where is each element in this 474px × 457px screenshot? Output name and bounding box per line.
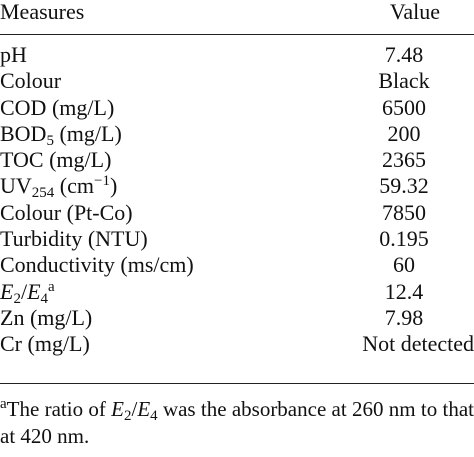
table-footnote: aThe ratio of E2/E4 was the absorbance a… bbox=[0, 396, 474, 449]
table-row: Zn (mg/L) 7.98 bbox=[0, 305, 474, 331]
row-value: 0.195 bbox=[379, 226, 429, 252]
table-row: Cr (mg/L) Not detected bbox=[0, 331, 474, 357]
row-value: Black bbox=[378, 68, 430, 94]
row-value: 200 bbox=[387, 120, 421, 146]
row-value: 12.4 bbox=[384, 278, 424, 304]
row-label: Zn (mg/L) bbox=[0, 304, 93, 330]
table-row: Colour (Pt-Co) 7850 bbox=[0, 200, 474, 226]
row-label: pH bbox=[0, 42, 27, 67]
data-table: Measures Value pH 7.48 Colour Black COD … bbox=[0, 0, 474, 358]
table-row: Turbidity (NTU) 0.195 bbox=[0, 226, 474, 252]
header-value: Value bbox=[389, 0, 440, 24]
header-measures: Measures bbox=[0, 0, 85, 24]
row-value: 7.98 bbox=[384, 304, 424, 330]
row-value: 59.32 bbox=[379, 173, 429, 199]
row-value: 60 bbox=[393, 252, 415, 278]
row-label: TOC (mg/L) bbox=[0, 147, 112, 173]
row-label: COD (mg/L) bbox=[0, 94, 115, 120]
row-label: Cr (mg/L) bbox=[0, 331, 90, 357]
table-row: Conductivity (ms/cm) 60 bbox=[0, 252, 474, 278]
row-value: Not detected bbox=[362, 331, 474, 357]
row-label: Conductivity (ms/cm) bbox=[0, 252, 194, 278]
row-label: Turbidity (NTU) bbox=[0, 226, 148, 252]
table-bottom-rule bbox=[0, 383, 474, 384]
row-value: 2365 bbox=[382, 147, 426, 173]
row-label: UV254 (cm−1) bbox=[0, 173, 118, 202]
table-row: UV254 (cm−1) 59.32 bbox=[0, 173, 474, 202]
row-label: Colour bbox=[0, 68, 62, 94]
table-row: BOD5 (mg/L) 200 bbox=[0, 120, 474, 149]
row-value: 7850 bbox=[382, 199, 426, 225]
table-row: TOC (mg/L) 2365 bbox=[0, 147, 474, 173]
table-row: Colour Black bbox=[0, 68, 474, 94]
table-header: Measures Value bbox=[0, 0, 474, 35]
row-label: E2/E4a bbox=[0, 278, 55, 307]
row-label: BOD5 (mg/L) bbox=[0, 120, 122, 149]
table-row: E2/E4a 12.4 bbox=[0, 278, 474, 307]
row-value: 6500 bbox=[382, 94, 426, 120]
table-row: pH 7.48 bbox=[0, 42, 474, 68]
table-row: COD (mg/L) 6500 bbox=[0, 95, 474, 121]
table-body: pH 7.48 Colour Black COD (mg/L) 6500 BOD… bbox=[0, 35, 474, 358]
row-value: 7.48 bbox=[384, 42, 424, 67]
row-label: Colour (Pt-Co) bbox=[0, 199, 133, 225]
